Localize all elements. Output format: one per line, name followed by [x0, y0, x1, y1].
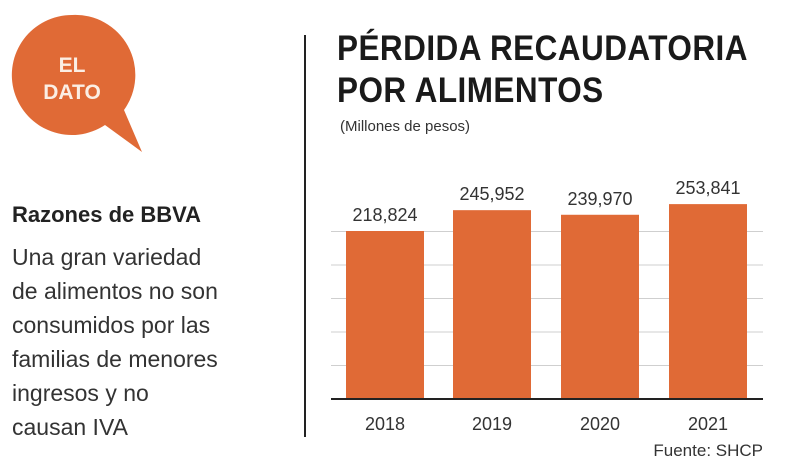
badge-line-2: DATO — [43, 81, 101, 104]
x-tick-label: 2020 — [580, 414, 620, 434]
x-tick-label: 2021 — [688, 414, 728, 434]
data-label: 239,970 — [567, 189, 632, 209]
body-line: consumidos por las — [12, 312, 211, 338]
bar-2019 — [453, 210, 531, 399]
data-label: 218,824 — [352, 205, 417, 225]
chart-title-line-1: PÉRDIDA RECAUDATORIA — [337, 29, 748, 68]
chart-title-line-2: POR ALIMENTOS — [337, 71, 604, 110]
bar-2020 — [561, 214, 639, 399]
body-line: causan IVA — [12, 414, 128, 440]
x-tick-label: 2018 — [365, 414, 405, 434]
body-line: ingresos y no — [12, 380, 149, 406]
x-tick-label: 2019 — [472, 414, 512, 434]
sidebar-title: Razones de BBVA — [12, 202, 202, 227]
el-dato-badge: EL DATO — [12, 52, 132, 106]
source-note: Fuente: SHCP — [653, 441, 763, 460]
body-line: de alimentos no son — [12, 278, 218, 304]
badge-line-1: EL — [58, 54, 86, 77]
bar-2021 — [669, 204, 747, 399]
bar-2018 — [346, 231, 424, 399]
sidebar-body: Una gran variedad de alimentos no son co… — [12, 240, 302, 444]
speech-bubble-icon — [11, 14, 142, 152]
chart-title: PÉRDIDA RECAUDATORIA POR ALIMENTOS — [337, 28, 748, 112]
data-label: 253,841 — [675, 178, 740, 198]
chart-subtitle: (Millones de pesos) — [340, 118, 471, 135]
body-line: Una gran variedad — [12, 244, 202, 270]
divider — [304, 35, 306, 437]
body-line: familias de menores — [12, 346, 218, 372]
data-label: 245,952 — [459, 184, 524, 204]
